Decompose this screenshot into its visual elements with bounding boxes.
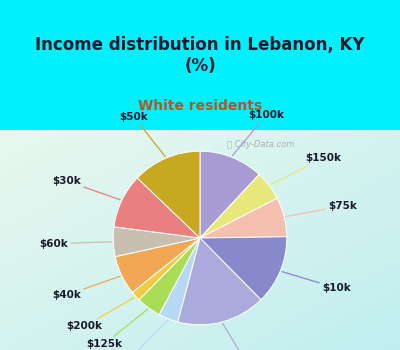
Text: ⓘ City-Data.com: ⓘ City-Data.com — [227, 140, 294, 149]
Text: $10k: $10k — [282, 272, 351, 293]
Wedge shape — [114, 178, 200, 238]
Text: $150k: $150k — [270, 153, 341, 184]
Text: > $200k: > $200k — [103, 320, 168, 350]
Text: White residents: White residents — [138, 99, 262, 113]
Wedge shape — [178, 238, 261, 325]
Text: $50k: $50k — [120, 112, 165, 156]
Wedge shape — [200, 151, 259, 238]
Wedge shape — [200, 198, 287, 238]
Wedge shape — [159, 238, 200, 322]
Wedge shape — [115, 238, 200, 292]
Text: Income distribution in Lebanon, KY
(%): Income distribution in Lebanon, KY (%) — [35, 36, 365, 75]
Wedge shape — [132, 238, 200, 300]
Text: $125k: $125k — [86, 309, 148, 349]
Text: $75k: $75k — [286, 201, 357, 217]
Text: $30k: $30k — [52, 176, 120, 200]
Wedge shape — [139, 238, 200, 315]
Text: $20k: $20k — [223, 323, 262, 350]
Wedge shape — [200, 237, 287, 300]
Text: $100k: $100k — [232, 110, 284, 156]
Text: $60k: $60k — [40, 239, 112, 249]
Wedge shape — [137, 151, 200, 238]
Text: $200k: $200k — [66, 298, 134, 331]
Text: $40k: $40k — [52, 276, 120, 300]
Wedge shape — [113, 227, 200, 257]
Wedge shape — [200, 174, 277, 238]
